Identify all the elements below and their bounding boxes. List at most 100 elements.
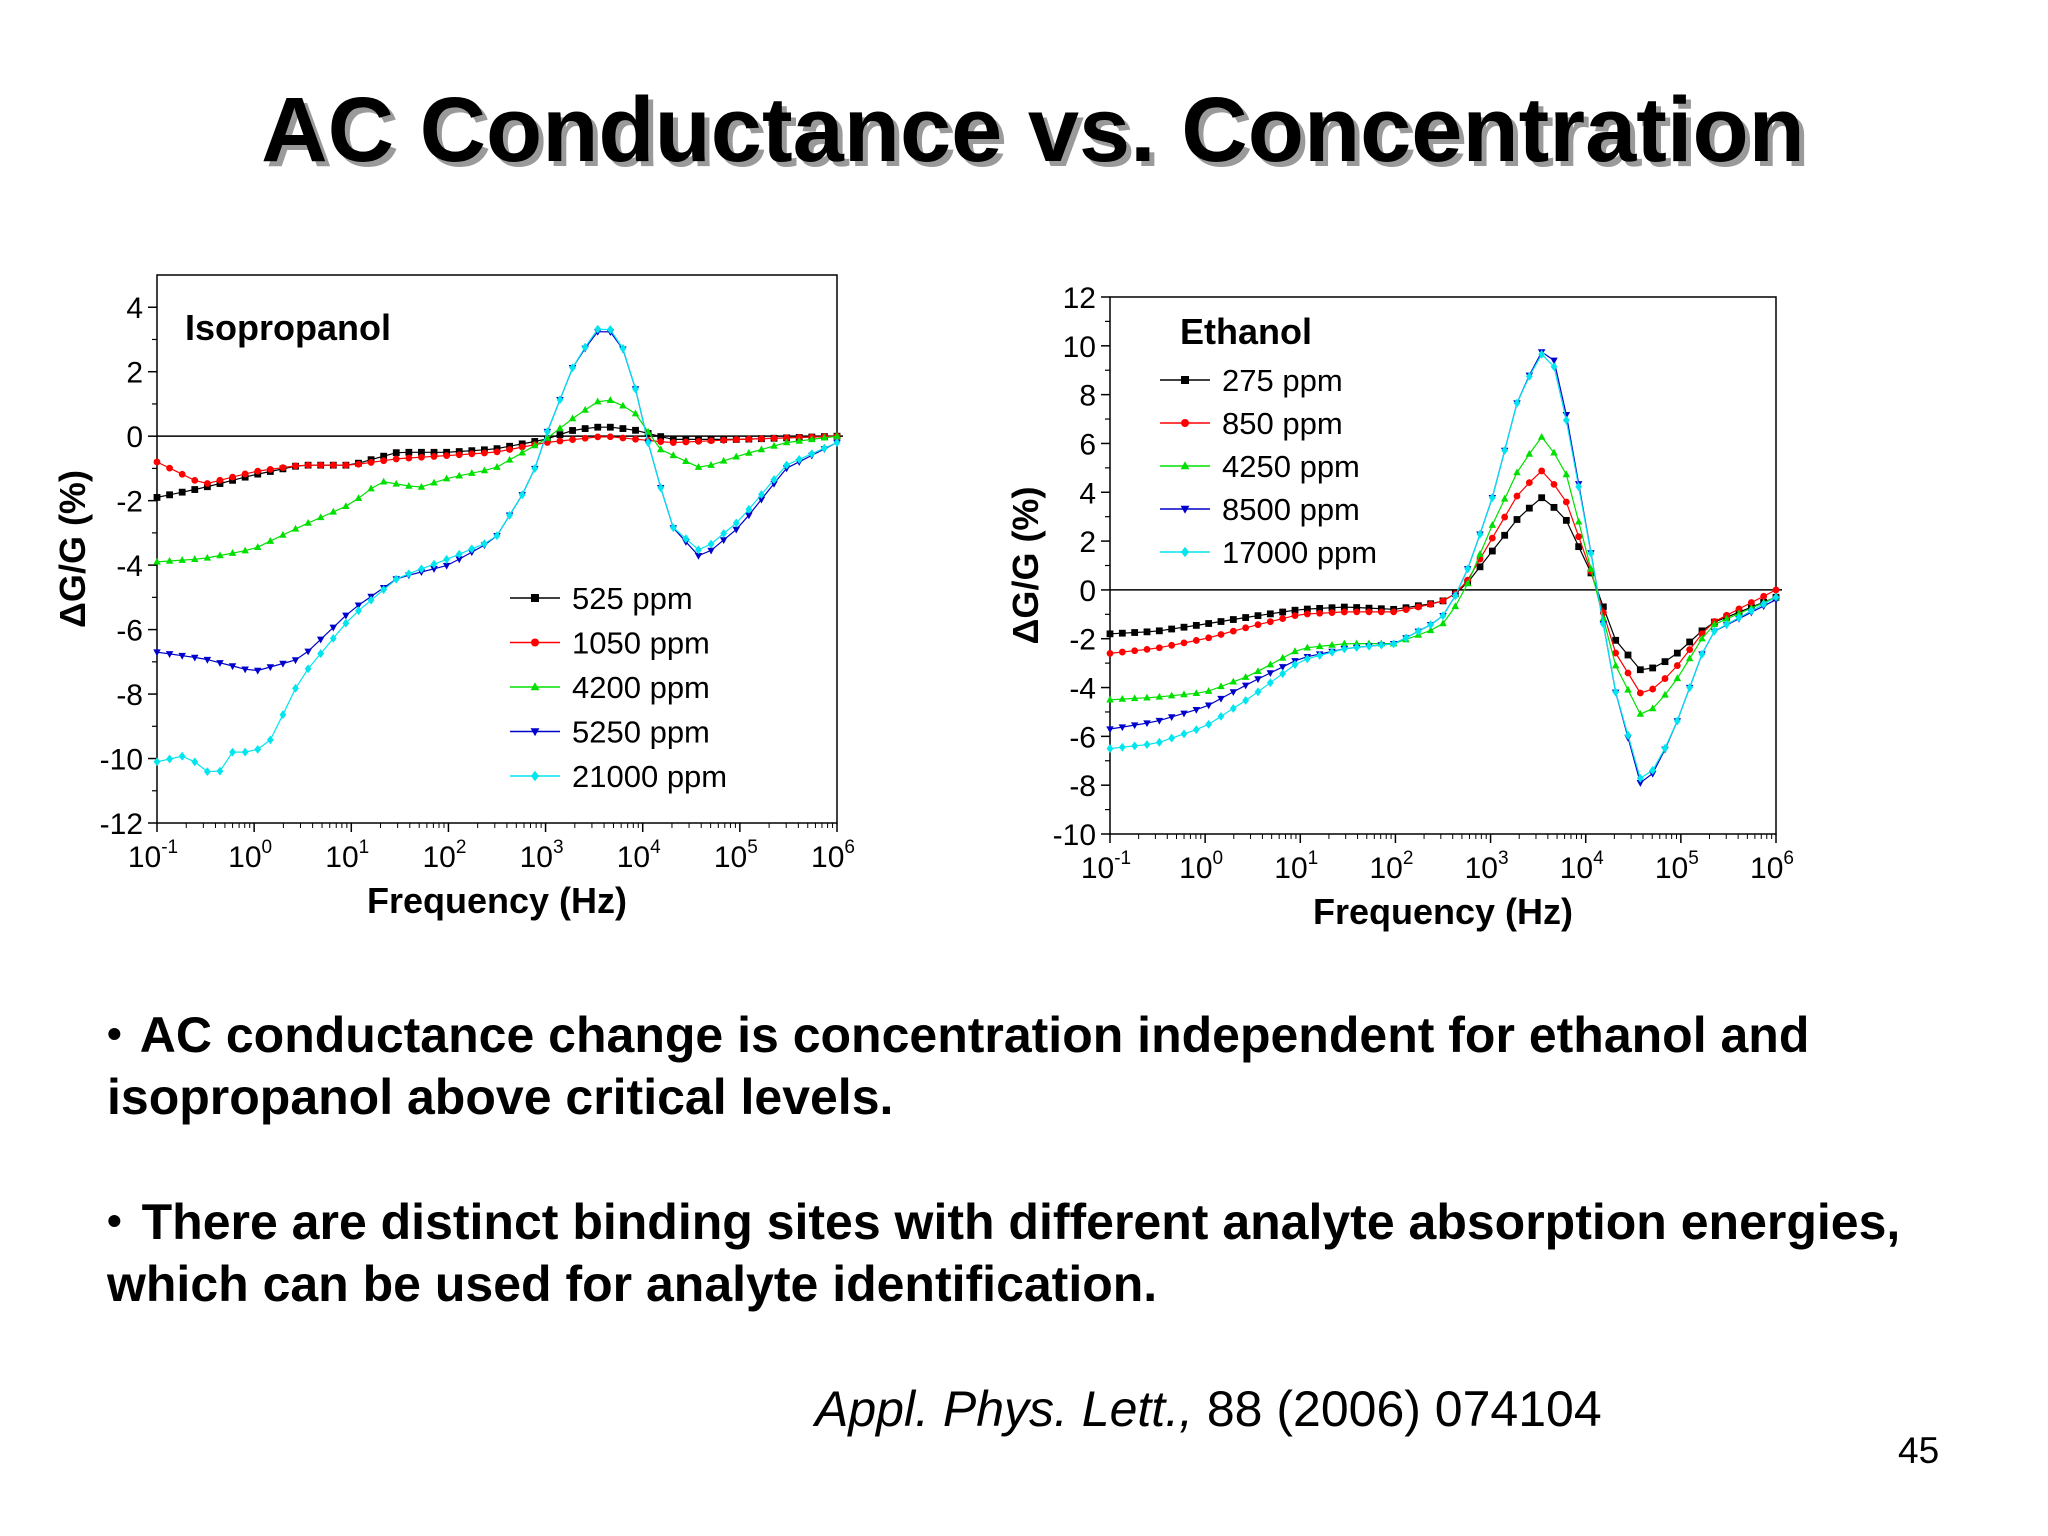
data-point bbox=[1242, 624, 1250, 632]
data-point bbox=[821, 443, 828, 453]
data-point bbox=[279, 530, 287, 538]
data-point bbox=[1698, 630, 1706, 638]
y-tick-label: 8 bbox=[1079, 380, 1096, 413]
data-point bbox=[1266, 660, 1275, 668]
data-point bbox=[417, 482, 426, 490]
y-tick-label: 2 bbox=[1079, 526, 1096, 559]
legend-label: 525 ppm bbox=[572, 581, 693, 616]
data-point bbox=[1204, 702, 1213, 710]
data-point bbox=[1291, 612, 1299, 620]
x-tick-label: 103 bbox=[1465, 848, 1509, 885]
data-point bbox=[1192, 637, 1200, 644]
data-point bbox=[153, 494, 161, 501]
data-point bbox=[606, 325, 614, 334]
x-tick-label: 102 bbox=[422, 837, 466, 874]
data-point bbox=[1279, 615, 1287, 623]
data-point bbox=[1476, 563, 1484, 571]
data-point bbox=[1402, 633, 1410, 643]
data-point bbox=[1538, 467, 1546, 475]
x-tick-label: 100 bbox=[228, 837, 272, 874]
data-point bbox=[594, 397, 602, 405]
data-point bbox=[1180, 729, 1188, 739]
data-point bbox=[355, 606, 362, 616]
data-point bbox=[418, 453, 425, 461]
data-point bbox=[1636, 689, 1644, 697]
data-point bbox=[468, 450, 476, 458]
y-tick-label: -6 bbox=[116, 615, 143, 648]
data-point bbox=[203, 553, 212, 561]
data-point bbox=[1562, 498, 1570, 506]
data-point bbox=[757, 445, 766, 453]
data-point bbox=[1624, 730, 1632, 740]
data-point bbox=[405, 454, 413, 462]
data-point bbox=[405, 481, 413, 489]
data-point bbox=[1315, 642, 1324, 650]
chart-title: Isopropanol bbox=[185, 307, 391, 348]
data-point bbox=[619, 425, 627, 432]
data-point bbox=[316, 513, 325, 521]
data-point bbox=[1760, 592, 1768, 600]
data-point bbox=[1303, 643, 1312, 651]
data-point bbox=[216, 476, 224, 484]
data-point bbox=[682, 438, 690, 446]
data-point bbox=[1316, 604, 1324, 612]
y-axis-label: ΔG/G (%) bbox=[52, 470, 93, 628]
data-point bbox=[1599, 614, 1608, 622]
y-tick-label: -4 bbox=[116, 550, 143, 583]
x-tick-label: 100 bbox=[1179, 848, 1223, 885]
data-point bbox=[1340, 603, 1348, 611]
data-point bbox=[1229, 677, 1238, 685]
data-point bbox=[531, 441, 539, 449]
data-point bbox=[291, 657, 300, 665]
data-point bbox=[1649, 664, 1657, 672]
data-point bbox=[1205, 620, 1213, 627]
data-point bbox=[1205, 634, 1213, 642]
bullet-symbol: • bbox=[107, 1010, 122, 1057]
data-point bbox=[1328, 641, 1336, 648]
data-point bbox=[455, 556, 463, 564]
data-point bbox=[1587, 548, 1595, 558]
y-tick-label: -6 bbox=[1069, 721, 1096, 754]
data-point bbox=[1710, 620, 1719, 628]
data-point bbox=[279, 464, 287, 472]
data-point bbox=[1550, 448, 1558, 456]
data-point bbox=[455, 451, 463, 459]
data-point bbox=[556, 431, 564, 439]
data-point bbox=[770, 434, 778, 442]
data-point bbox=[1118, 629, 1126, 637]
data-point bbox=[1624, 651, 1632, 659]
data-point bbox=[355, 460, 362, 468]
data-point bbox=[783, 434, 791, 442]
data-point bbox=[153, 458, 161, 466]
y-tick-label: 4 bbox=[126, 292, 143, 325]
data-point bbox=[632, 426, 639, 434]
data-point bbox=[1562, 516, 1570, 524]
data-point bbox=[568, 414, 577, 422]
citation: Appl. Phys. Lett., 88 (2006) 074104 bbox=[815, 1380, 1602, 1438]
data-point bbox=[719, 537, 728, 545]
data-point bbox=[1488, 521, 1497, 528]
data-point bbox=[468, 469, 476, 476]
data-point bbox=[632, 435, 639, 443]
y-tick-label: 4 bbox=[1079, 477, 1096, 510]
data-point bbox=[619, 344, 627, 353]
data-point bbox=[430, 566, 438, 573]
data-point bbox=[266, 465, 274, 473]
slide-title: AC Conductance vs. Concentration bbox=[261, 79, 1805, 181]
data-point bbox=[1217, 711, 1225, 721]
data-point bbox=[1229, 689, 1238, 696]
data-point bbox=[1525, 479, 1533, 487]
data-point bbox=[682, 457, 690, 464]
data-point bbox=[1217, 631, 1225, 638]
data-point bbox=[1352, 639, 1361, 647]
data-point bbox=[216, 551, 224, 559]
data-point bbox=[1180, 710, 1188, 718]
data-point bbox=[254, 744, 262, 754]
data-point bbox=[656, 445, 665, 453]
data-point bbox=[329, 507, 338, 515]
data-point bbox=[1648, 704, 1657, 712]
data-point bbox=[657, 483, 665, 493]
data-point bbox=[241, 747, 249, 757]
data-point bbox=[166, 754, 173, 764]
data-point bbox=[291, 524, 300, 532]
